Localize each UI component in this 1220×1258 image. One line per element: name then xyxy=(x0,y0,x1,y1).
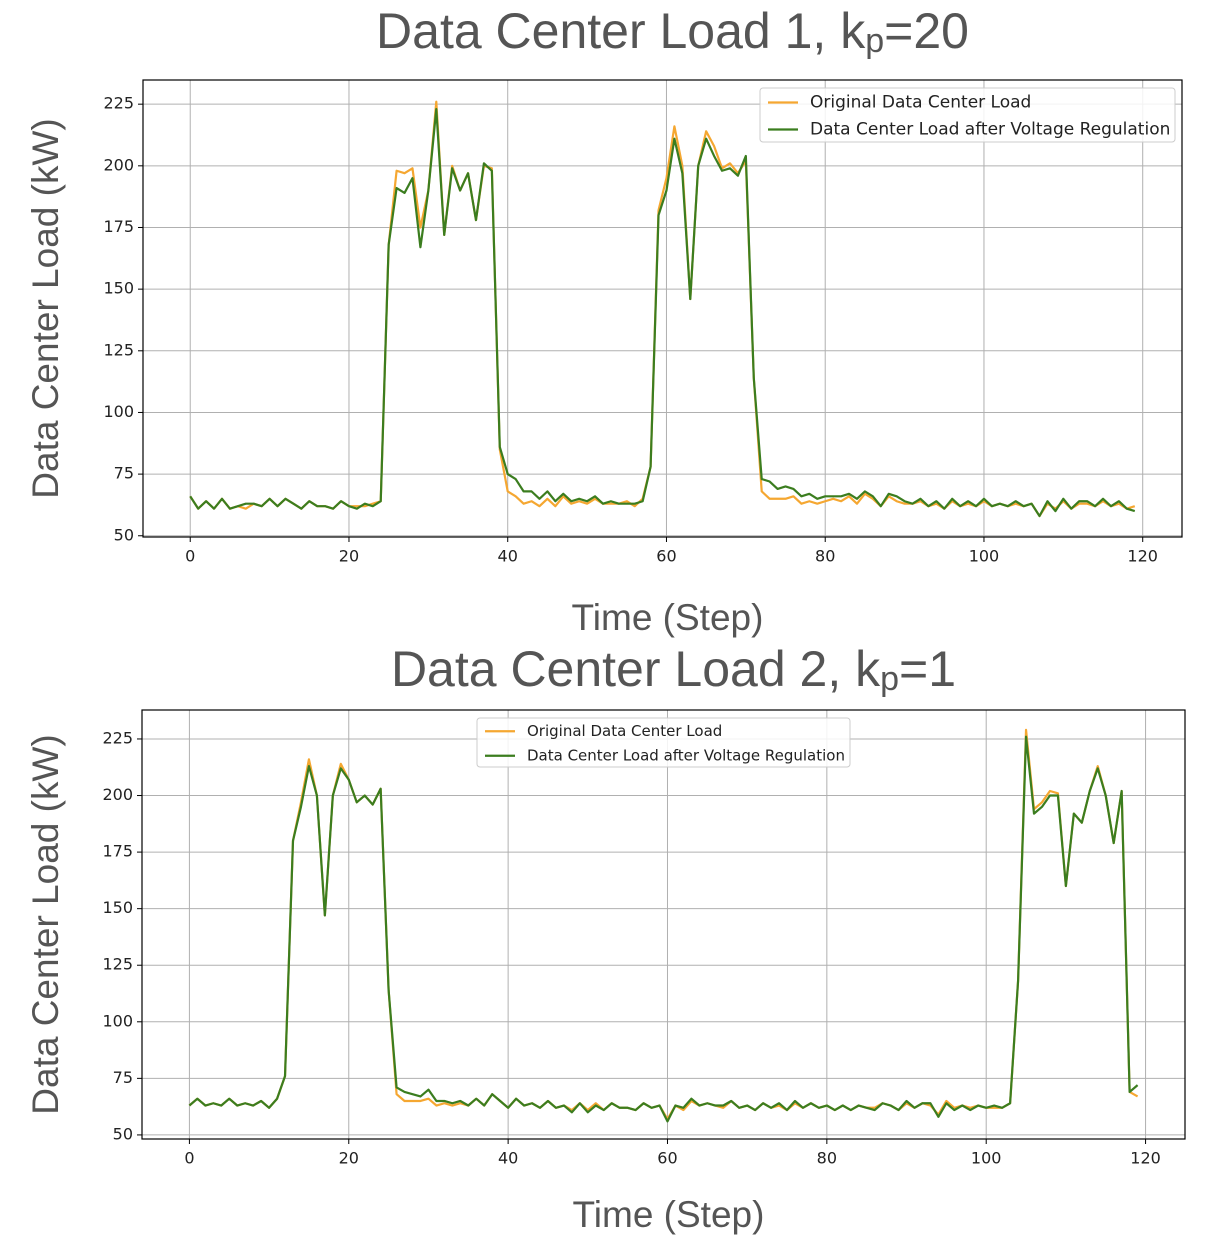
plot-frame xyxy=(141,709,1186,1140)
chart-title: Data Center Load 1, kp=20 xyxy=(376,3,969,60)
x-tick-label: 60 xyxy=(657,1149,677,1168)
legend-label: Original Data Center Load xyxy=(810,93,1031,113)
series-line xyxy=(189,108,1136,518)
title-part: Data Center Load 2, k xyxy=(391,641,881,697)
x-tick-label: 80 xyxy=(815,547,835,566)
legend-label: Original Data Center Load xyxy=(527,722,722,740)
x-axis-label: Time (Step) xyxy=(572,597,764,638)
title-part: p xyxy=(880,660,899,698)
y-tick-label: 50 xyxy=(114,525,134,544)
y-tick-label: 75 xyxy=(113,1068,133,1087)
legend-box xyxy=(476,717,851,768)
y-tick-label: 50 xyxy=(113,1124,133,1143)
x-tick-label: 100 xyxy=(971,1149,1002,1168)
y-tick-label: 100 xyxy=(102,1011,133,1030)
y-axis-label: Data Center Load (kW) xyxy=(25,734,66,1114)
x-tick-label: 20 xyxy=(339,1149,359,1168)
x-tick-label: 100 xyxy=(969,547,1000,566)
title-part: =1 xyxy=(899,641,956,697)
x-tick-label: 0 xyxy=(184,1149,194,1168)
x-tick-label: 20 xyxy=(339,547,359,566)
legend-label: Data Center Load after Voltage Regulatio… xyxy=(810,120,1170,140)
x-tick-label: 40 xyxy=(498,1149,518,1168)
x-axis-label: Time (Step) xyxy=(573,1194,765,1235)
plot-frame xyxy=(142,79,1183,538)
series-line xyxy=(188,735,1139,1123)
series-line xyxy=(188,728,1139,1121)
y-tick-label: 125 xyxy=(103,340,134,359)
x-tick-label: 80 xyxy=(817,1149,837,1168)
y-tick-label: 200 xyxy=(103,155,134,174)
x-tick-label: 40 xyxy=(498,547,518,566)
title-part: Data Center Load 1, k xyxy=(376,3,866,59)
y-tick-label: 125 xyxy=(102,955,133,974)
y-tick-label: 225 xyxy=(103,94,134,113)
y-tick-label: 75 xyxy=(114,464,134,483)
title-part: =20 xyxy=(884,3,969,59)
x-tick-label: 120 xyxy=(1130,1149,1161,1168)
y-tick-label: 225 xyxy=(102,728,133,747)
x-tick-label: 0 xyxy=(185,547,195,566)
y-tick-label: 175 xyxy=(103,217,134,236)
title-part: p xyxy=(865,22,884,60)
legend-box xyxy=(759,87,1176,143)
legend-label: Data Center Load after Voltage Regulatio… xyxy=(527,746,845,764)
y-axis-label: Data Center Load (kW) xyxy=(25,118,66,498)
y-tick-label: 100 xyxy=(103,402,134,421)
series-line xyxy=(189,100,1136,518)
x-tick-label: 60 xyxy=(656,547,676,566)
y-tick-label: 150 xyxy=(103,279,134,298)
y-tick-label: 150 xyxy=(102,898,133,917)
chart-title: Data Center Load 2, kp=1 xyxy=(391,641,956,698)
x-tick-label: 120 xyxy=(1127,547,1158,566)
y-tick-label: 175 xyxy=(102,842,133,861)
y-tick-label: 200 xyxy=(102,785,133,804)
